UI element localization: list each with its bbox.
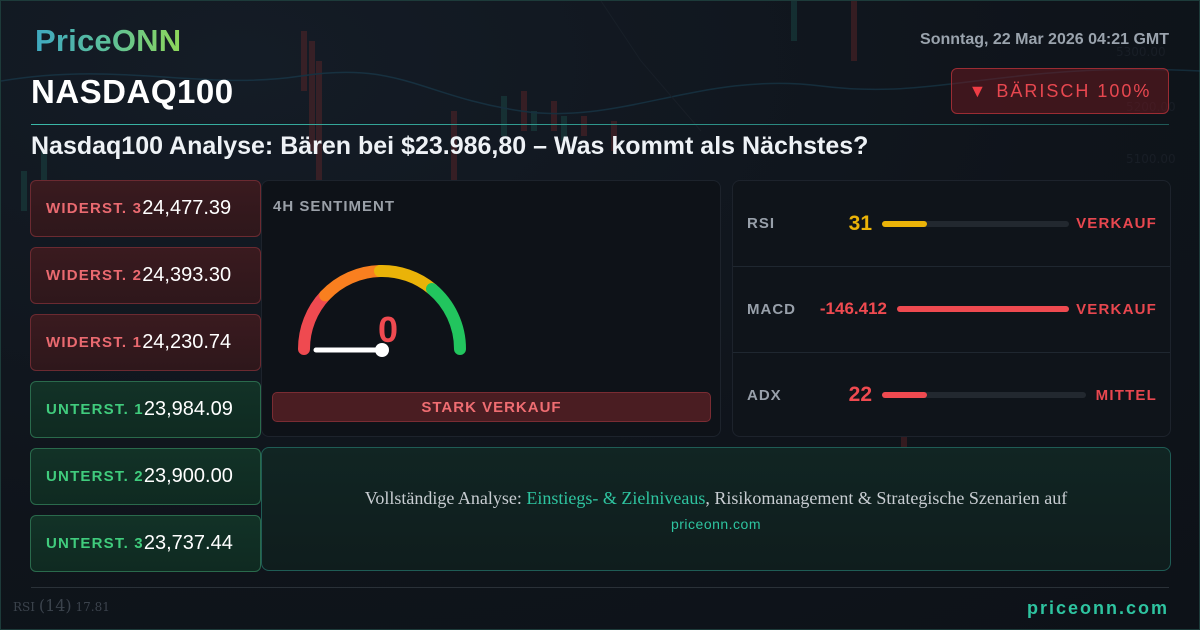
- indicator-name: ADX: [747, 386, 782, 404]
- level-label: UNTERST. 1: [46, 401, 144, 418]
- level-value: 24,230.74: [142, 331, 232, 353]
- indicator-bar-fill: [882, 392, 927, 398]
- level-value: 24,393.30: [142, 264, 232, 286]
- indicator-signal: VERKAUF: [1076, 215, 1157, 232]
- level-resistance-3: WIDERST. 3 24,477.39: [30, 180, 261, 237]
- bias-label: BÄRISCH 100%: [996, 80, 1152, 101]
- symbol-title: NASDAQ100: [31, 73, 234, 110]
- header-divider: [31, 124, 1169, 125]
- level-label: UNTERST. 3: [46, 535, 144, 552]
- bg-rsi-name: RSI: [13, 600, 35, 614]
- level-value: 23,900.00: [143, 465, 233, 487]
- sentiment-label: STARK VERKAUF: [272, 392, 711, 422]
- bias-badge: ▼ BÄRISCH 100%: [951, 68, 1169, 114]
- indicator-value: -146.412: [819, 299, 887, 318]
- indicator-bar: [882, 392, 1086, 398]
- level-support-2: UNTERST. 2 23,900.00: [30, 448, 261, 505]
- indicator-signal: VERKAUF: [1076, 300, 1157, 318]
- levels-list: WIDERST. 3 24,477.39 WIDERST. 2 24,393.30 …: [30, 180, 261, 582]
- level-resistance-1: WIDERST. 1 24,230.74: [30, 314, 261, 371]
- indicator-name: MACD: [747, 300, 796, 318]
- timestamp: Sonntag, 22 Mar 2026 04:21 GMT: [920, 31, 1169, 48]
- indicator-bar: [897, 306, 1069, 312]
- indicator-bar: [882, 220, 1069, 227]
- footer-url[interactable]: priceonn.com: [1026, 598, 1169, 618]
- indicator-bar-fill: [882, 220, 927, 227]
- level-label: WIDERST. 1: [46, 334, 143, 351]
- cta-highlight: Einstiegs- & Zielniveaus: [526, 488, 706, 508]
- indicator-signal: MITTEL: [1095, 386, 1157, 404]
- level-resistance-2: WIDERST. 2 24,393.30: [30, 247, 261, 304]
- level-value: 24,477.39: [142, 197, 232, 219]
- bg-rsi-period: (14): [38, 596, 72, 615]
- cta-banner[interactable]: Vollständige Analyse: Einstiegs- & Zieln…: [261, 447, 1171, 571]
- footer-divider: [31, 587, 1169, 588]
- gauge-pivot: [375, 343, 389, 357]
- indicator-bar-fill: [897, 306, 1069, 312]
- priceonn-logo: PriceONN: [35, 23, 182, 58]
- level-support-3: UNTERST. 3 23,737.44: [30, 515, 261, 572]
- level-value: 23,737.44: [143, 532, 233, 554]
- indicator-name: RSI: [747, 215, 776, 232]
- indicator-row-adx: ADX 22 MITTEL: [733, 352, 1170, 437]
- indicators-panel: RSI 31 VERKAUF MACD -146.412 VERKAUF ADX…: [732, 180, 1171, 437]
- cta-prefix: Vollständige Analyse:: [364, 488, 527, 508]
- cta-link[interactable]: priceonn.com: [670, 516, 762, 532]
- level-support-1: UNTERST. 1 23,984.09: [30, 381, 261, 438]
- triangle-down-icon: ▼: [968, 80, 987, 101]
- svg-text:5100.00: 5100.00: [1126, 152, 1176, 166]
- indicator-value: 22: [848, 383, 872, 406]
- indicator-row-rsi: RSI 31 VERKAUF: [733, 181, 1170, 266]
- indicator-value: 31: [848, 211, 872, 235]
- indicator-row-macd: MACD -146.412 VERKAUF: [733, 266, 1170, 351]
- sentiment-gauge: [297, 264, 467, 357]
- level-label: WIDERST. 3: [46, 200, 143, 217]
- gauge-value: 0: [377, 309, 399, 350]
- level-value: 23,984.09: [143, 398, 233, 420]
- headline: Nasdaq100 Analyse: Bären bei $23.986,80 …: [31, 132, 869, 160]
- cta-suffix: , Risikomanagement & Strategische Szenar…: [705, 488, 1068, 508]
- sentiment-title: 4H SENTIMENT: [273, 198, 396, 215]
- bg-rsi-value: 17.81: [75, 600, 110, 614]
- sentiment-panel: 4H SENTIMENT 0 STARK VERKAUF: [261, 180, 721, 437]
- background-rsi-label: RSI (14) 17.81: [13, 596, 110, 615]
- level-label: WIDERST. 2: [46, 267, 143, 284]
- cta-text: Vollständige Analyse: Einstiegs- & Zieln…: [262, 488, 1170, 509]
- level-label: UNTERST. 2: [46, 468, 144, 485]
